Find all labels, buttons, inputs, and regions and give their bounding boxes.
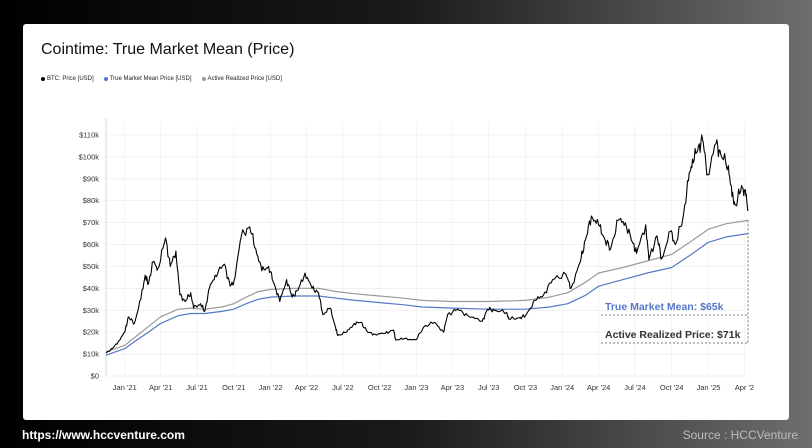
- x-tick-label: Apr '21: [149, 383, 173, 392]
- y-tick-label: $70k: [83, 218, 100, 227]
- x-tick-label: Apr '22: [295, 383, 319, 392]
- y-tick-label: $90k: [83, 174, 100, 183]
- y-tick-label: $50k: [83, 262, 100, 271]
- x-tick-label: Jan '24: [550, 383, 574, 392]
- x-tick-label: Jan '23: [404, 383, 428, 392]
- footer-source: Source : HCCVenture: [682, 428, 798, 442]
- true-market-mean-line: [105, 233, 749, 356]
- annotation-label-true-market-mean: True Market Mean: $65k: [605, 301, 724, 313]
- price-chart[interactable]: $0 $10k $20k $30k $40k $50k $60k $70k $80k $90k $1…: [23, 24, 789, 420]
- active-realized-price-line: [105, 219, 749, 353]
- x-tick-label: Jan '25: [696, 383, 720, 392]
- legend-label-arp: Active Realized Price [USD]: [207, 76, 282, 82]
- x-tick-label: Jan '21: [113, 383, 137, 392]
- annotation-label-active-realized-price: Active Realized Price: $71k: [605, 329, 741, 341]
- x-tick-label: Jul '23: [478, 383, 499, 392]
- footer-url[interactable]: https://www.hccventure.com: [22, 428, 185, 442]
- legend-label-tmm: True Market Mean Price [USD]: [109, 76, 192, 82]
- chart-title: Cointime: True Market Mean (Price): [41, 41, 295, 58]
- legend-item-tmm[interactable]: True Market Mean Price [USD]: [103, 76, 192, 82]
- x-tick-label: Jul '24: [624, 383, 645, 392]
- x-tick-label: Oct '22: [368, 383, 392, 392]
- btc-price-line: [105, 134, 749, 354]
- legend-label-btc: BTC: Price [USD]: [47, 76, 94, 82]
- y-tick-label: $80k: [83, 196, 100, 205]
- legend-dot-tmm: [103, 77, 108, 81]
- y-tick-label: $10k: [83, 350, 100, 359]
- x-tick-label: Oct '21: [222, 383, 246, 392]
- y-tick-label: $30k: [83, 306, 100, 315]
- legend-dot-arp: [201, 77, 206, 81]
- chart-legend: BTC: Price [USD] True Market Mean Price …: [41, 76, 282, 82]
- y-tick-label: $110k: [79, 130, 99, 139]
- x-tick-label: Jan '22: [259, 383, 283, 392]
- x-tick-label: Jul '21: [186, 383, 207, 392]
- legend-dot-btc: [41, 77, 45, 81]
- y-tick-label: $20k: [83, 328, 100, 337]
- y-tick-label: $40k: [83, 284, 100, 293]
- x-tick-label: Apr '2: [735, 383, 754, 392]
- legend-item-arp[interactable]: Active Realized Price [USD]: [201, 76, 282, 82]
- chart-card: Cointime: True Market Mean (Price) BTC: …: [23, 24, 789, 420]
- y-tick-label: $0: [91, 372, 99, 381]
- x-tick-label: Oct '24: [660, 383, 684, 392]
- x-tick-label: Apr '23: [441, 383, 465, 392]
- x-tick-label: Apr '24: [587, 383, 611, 392]
- y-tick-label: $60k: [83, 240, 100, 249]
- y-tick-label: $100k: [79, 152, 100, 161]
- x-tick-label: Oct '23: [514, 383, 538, 392]
- legend-item-btc[interactable]: BTC: Price [USD]: [41, 76, 94, 82]
- x-tick-label: Jul '22: [332, 383, 353, 392]
